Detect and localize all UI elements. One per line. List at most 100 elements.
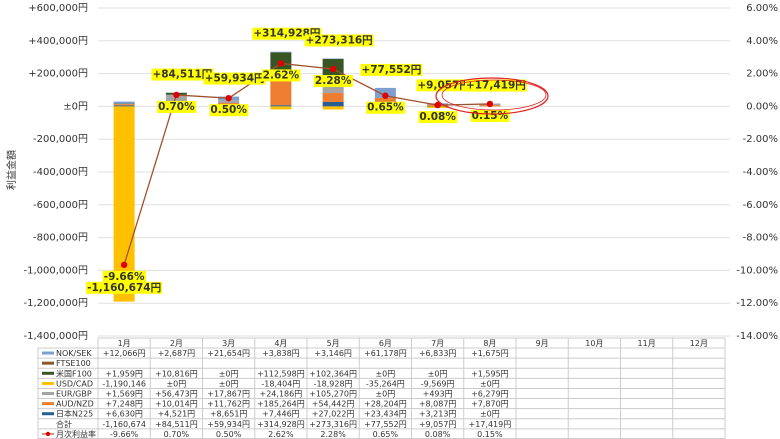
x-tick-label: 12月: [690, 339, 708, 348]
rate-label: 2.28%: [315, 75, 352, 87]
table-cell: +9,057円: [419, 420, 457, 429]
annotation-box: [360, 63, 423, 76]
total-label: +273,316円: [306, 34, 373, 46]
y-axis-title: 利益金額: [5, 150, 18, 190]
table-cell: +17,867円: [207, 390, 250, 399]
x-tick-label: 10月: [585, 339, 603, 348]
x-tick-label: 1月: [118, 339, 131, 348]
table-cell: +7,446円: [262, 410, 300, 419]
legend-swatch: [42, 412, 54, 416]
y-tick-label: -400,000円: [33, 167, 88, 178]
table-cell: ±0円: [166, 379, 186, 388]
y2-tick-label: -14.00%: [736, 331, 778, 342]
table-cell: +493円: [423, 390, 453, 399]
table-cell: +3,213円: [419, 410, 457, 419]
bar-segment: [113, 101, 135, 104]
rate-label: 0.70%: [158, 101, 195, 113]
bar-segment: [322, 58, 344, 59]
y-tick-label: -1,000,000円: [23, 265, 88, 276]
table-cell: +56,473円: [155, 390, 198, 399]
x-tick-label: 9月: [536, 339, 549, 348]
total-label: +314,928円: [253, 28, 320, 40]
bar-segment: [113, 105, 135, 107]
y-tick-label: -1,400,000円: [23, 331, 88, 342]
rate-marker: [382, 92, 389, 99]
table-cell: +3,146円: [314, 349, 352, 358]
bar-segment: [165, 94, 187, 105]
table-cell: +59,934円: [207, 420, 250, 429]
y2-tick-label: -10.00%: [736, 265, 778, 276]
table-cell: ±0円: [375, 369, 395, 378]
table-cell: +2,687円: [158, 349, 196, 358]
bar-segment: [270, 51, 292, 53]
table-cell: -35,264円: [366, 379, 405, 388]
rate-label: 0.08%: [419, 111, 456, 123]
highlight-ellipse: [435, 77, 549, 115]
table-cell: 0.70%: [164, 430, 190, 439]
table-cell: +273,316円: [309, 420, 357, 429]
legend-label: EUR/GBP: [56, 390, 92, 399]
y2-tick-label: 0.00%: [746, 101, 778, 112]
rate-label: 0.15%: [472, 110, 509, 122]
table-cell: +105,270円: [309, 390, 357, 399]
rate-label: 2.62%: [263, 69, 300, 81]
annotation-box: [418, 111, 458, 124]
legend-label: 米国F100: [56, 368, 92, 378]
legend-label: FTSE100: [56, 359, 91, 368]
table-cell: -18,404円: [261, 379, 300, 388]
bar-segment: [270, 74, 292, 106]
legend-swatch: [42, 351, 54, 355]
table-cell: ±0円: [428, 369, 448, 378]
table-cell: -18,928円: [314, 379, 353, 388]
bar-segment: [322, 106, 344, 110]
table-cell: +112,598円: [257, 369, 305, 378]
annotation-box: [151, 68, 214, 81]
legend-swatch: [42, 381, 54, 385]
y2-tick-label: -4.00%: [743, 167, 778, 178]
y-tick-label: -200,000円: [33, 134, 88, 145]
bar-segment: [270, 106, 292, 110]
table-cell: +4,521円: [158, 410, 196, 419]
table-cell: +1,675円: [471, 349, 509, 358]
x-tick-label: 11月: [638, 339, 656, 348]
table-cell: ±0円: [480, 410, 500, 419]
rate-label: -9.66%: [104, 271, 145, 283]
x-tick-label: 4月: [274, 339, 287, 348]
y-tick-label: -600,000円: [33, 200, 88, 211]
rate-label: 0.50%: [210, 104, 247, 116]
bar-segment: [270, 105, 292, 107]
legend-label: AUD/NZD: [56, 400, 94, 409]
table-cell: +8,087円: [419, 400, 457, 409]
y2-tick-label: 4.00%: [746, 36, 778, 47]
table-cell: +17,419円: [469, 420, 512, 429]
annotation-box: [252, 27, 322, 40]
legend-label: 合計: [56, 419, 72, 429]
annotation-box: [261, 69, 301, 82]
table-cell: +21,654円: [207, 349, 250, 358]
annotation-box: [209, 104, 249, 117]
table-cell: +1,595円: [471, 369, 509, 378]
legend-swatch: [42, 371, 54, 375]
table-cell: 0.65%: [373, 430, 399, 439]
annotation-box: [157, 100, 197, 113]
legend-swatch: [42, 402, 54, 406]
bar-segment: [374, 97, 396, 103]
table-cell: +61,178円: [364, 349, 407, 358]
rate-marker: [277, 60, 285, 67]
table-cell: ±0円: [219, 379, 239, 388]
annotation-box: [470, 109, 510, 122]
table-cell: +102,364円: [309, 369, 357, 378]
table-cell: +28,204円: [364, 400, 407, 409]
bar-segment: [322, 93, 344, 102]
y2-tick-label: -12.00%: [736, 298, 778, 309]
total-label: +59,934円: [205, 73, 265, 85]
table-cell: 0.08%: [425, 430, 451, 439]
rate-marker: [434, 101, 441, 109]
annotation-box: [102, 270, 146, 283]
x-tick-label: 8月: [483, 339, 496, 348]
rate-marker: [486, 100, 494, 108]
rate-marker: [173, 91, 180, 99]
legend-swatch: [45, 431, 51, 437]
table-cell: -9.66%: [110, 430, 139, 439]
rate-marker: [329, 65, 337, 73]
